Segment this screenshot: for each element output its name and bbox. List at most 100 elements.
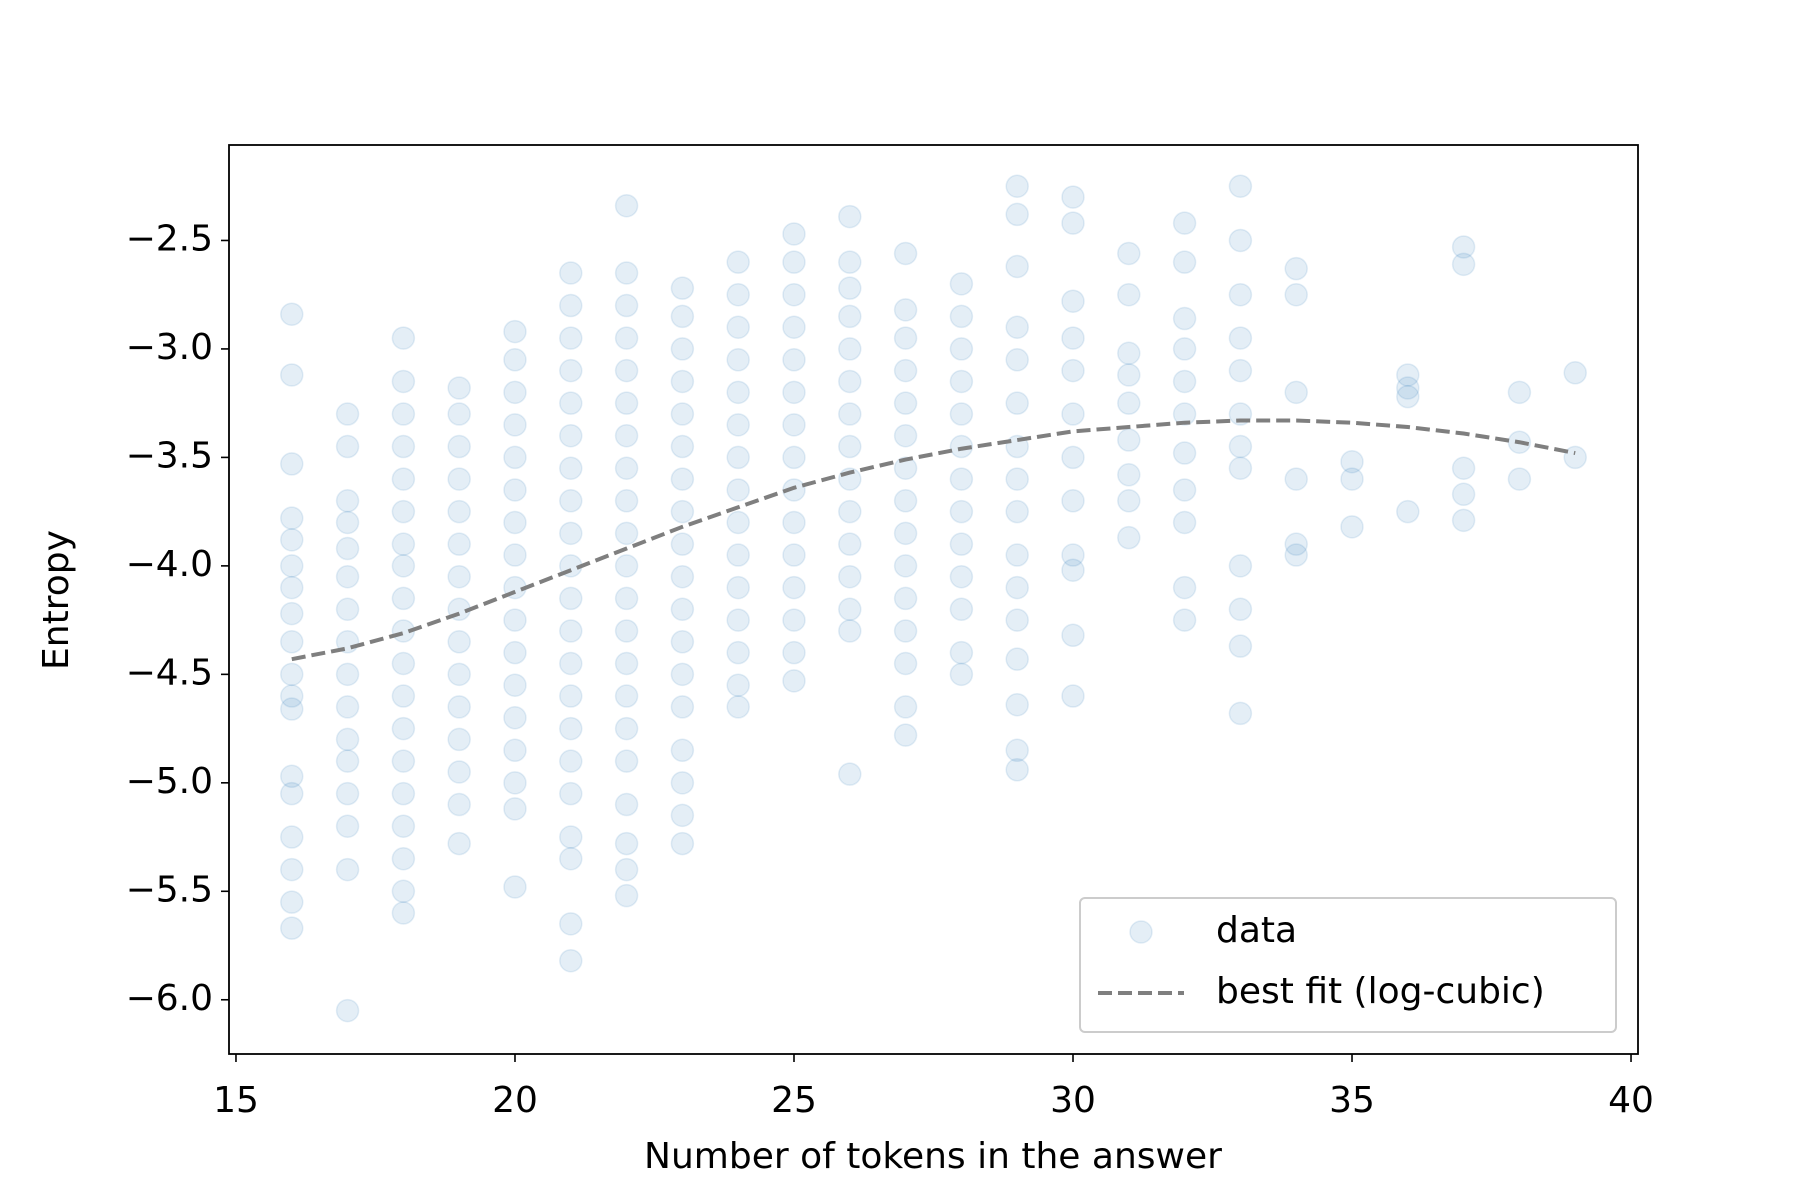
data-point — [280, 452, 304, 476]
data-point — [1172, 402, 1197, 426]
data-point — [559, 293, 583, 318]
data-point — [949, 564, 974, 589]
data-point — [447, 792, 471, 817]
data-point — [447, 662, 471, 687]
data-point — [335, 489, 360, 513]
data-point — [838, 597, 862, 622]
data-point — [1117, 463, 1141, 487]
data-point — [1284, 380, 1308, 405]
data-point — [447, 831, 471, 856]
data-point — [670, 803, 695, 828]
data-point — [1228, 228, 1253, 253]
data-point — [1005, 174, 1029, 198]
data-point — [614, 883, 639, 908]
data-point — [726, 608, 750, 632]
data-point — [559, 391, 583, 415]
plot-frame — [228, 144, 1639, 1055]
data-point — [559, 651, 583, 676]
data-point — [447, 760, 471, 784]
legend-box — [1079, 897, 1617, 1033]
x-tick-label: 15 — [213, 1080, 259, 1121]
data-point — [1228, 701, 1253, 726]
data-point — [559, 749, 583, 773]
y-tick-label: −6.0 — [126, 978, 213, 1019]
data-point — [559, 326, 583, 350]
data-point — [782, 640, 806, 665]
data-point — [782, 510, 806, 535]
data-point — [1061, 558, 1085, 582]
x-tick-label: 30 — [1050, 1080, 1096, 1121]
data-point — [559, 261, 583, 285]
data-point — [1061, 326, 1085, 350]
data-point — [447, 630, 471, 654]
data-point — [1451, 456, 1476, 480]
data-point — [335, 402, 360, 426]
data-point — [614, 684, 639, 708]
x-axis-label: Number of tokens in the answer — [644, 1136, 1222, 1177]
data-point — [670, 499, 695, 524]
data-point — [391, 901, 416, 925]
data-point — [503, 380, 527, 405]
data-point — [280, 857, 304, 882]
data-point — [1061, 289, 1085, 313]
x-tick-label: 20 — [492, 1080, 538, 1121]
data-point — [726, 640, 750, 665]
data-point — [614, 651, 639, 676]
data-point — [447, 376, 471, 400]
data-point — [838, 564, 862, 589]
data-point — [838, 434, 862, 459]
data-point — [447, 434, 471, 459]
data-point — [838, 337, 862, 361]
data-point — [335, 510, 360, 535]
data-point — [280, 302, 304, 326]
data-point — [614, 857, 639, 882]
y-axis-label: Entropy — [36, 530, 77, 670]
data-point — [1061, 543, 1085, 567]
data-point — [1451, 508, 1476, 533]
data-point — [614, 358, 639, 383]
data-point — [670, 695, 695, 719]
data-point — [893, 241, 918, 266]
data-point — [1284, 282, 1308, 307]
data-point — [447, 564, 471, 589]
data-point — [280, 575, 304, 600]
data-point — [391, 402, 416, 426]
data-point — [335, 749, 360, 773]
data-point — [1005, 254, 1029, 279]
data-point — [782, 575, 806, 600]
data-point — [559, 948, 583, 973]
data-point — [391, 749, 416, 773]
data-point — [949, 532, 974, 556]
data-point — [1228, 282, 1253, 307]
data-point — [1284, 543, 1308, 567]
x-tick-label: 25 — [771, 1080, 817, 1121]
data-point — [280, 781, 304, 806]
data-point — [838, 619, 862, 643]
data-point — [893, 521, 918, 546]
data-point — [949, 597, 974, 622]
data-point — [280, 697, 304, 721]
data-point — [726, 315, 750, 339]
data-point — [391, 716, 416, 741]
data-point — [670, 771, 695, 795]
legend-label: best fit (log-cubic) — [1216, 971, 1545, 1012]
data-point — [782, 413, 806, 437]
data-point — [670, 304, 695, 329]
data-point — [726, 380, 750, 405]
data-point — [838, 304, 862, 329]
data-point — [1172, 369, 1197, 394]
data-point — [949, 337, 974, 361]
data-point — [447, 402, 471, 426]
data-point — [335, 727, 360, 752]
data-point — [1005, 575, 1029, 600]
data-point — [1451, 482, 1476, 507]
data-point — [838, 369, 862, 394]
data-point — [503, 797, 527, 821]
y-tick-label: −4.5 — [126, 652, 213, 693]
data-point — [782, 222, 806, 246]
data-point — [503, 771, 527, 795]
data-point — [670, 564, 695, 589]
data-point — [1172, 575, 1197, 600]
data-point — [503, 543, 527, 567]
data-point — [893, 489, 918, 513]
